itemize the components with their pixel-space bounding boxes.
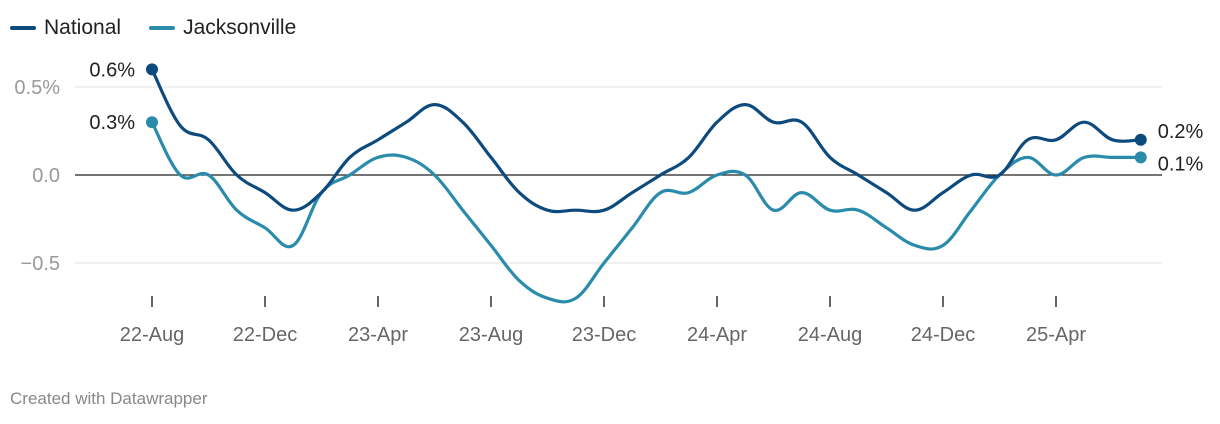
start-label-national: 0.6%: [89, 59, 135, 81]
series-line-jacksonville: [150, 120, 1143, 304]
legend-swatch-jacksonville: [149, 26, 176, 30]
series-line-national: [150, 67, 1143, 214]
start-label-jacksonville: 0.3%: [89, 112, 135, 134]
y-tick-label: −0.5: [21, 253, 60, 275]
y-tick-label: 0.5%: [14, 77, 60, 99]
end-label-national: 0.2%: [1158, 121, 1204, 143]
end-label-jacksonville: 0.1%: [1158, 153, 1204, 175]
legend: National Jacksonville: [10, 16, 296, 40]
x-tick-label: 24-Apr: [687, 324, 747, 346]
x-tick-label: 23-Aug: [459, 324, 524, 346]
x-tick-label: 24-Aug: [798, 324, 863, 346]
x-tick-label: 23-Dec: [572, 324, 636, 346]
legend-item-jacksonville: Jacksonville: [149, 16, 296, 40]
x-tick-label: 25-Apr: [1026, 324, 1086, 346]
legend-item-national: National: [10, 16, 121, 40]
start-dot-jacksonville: [146, 116, 158, 129]
legend-label-jacksonville: Jacksonville: [183, 16, 297, 39]
x-tick-label: 22-Aug: [120, 324, 185, 346]
x-tick-label: 24-Dec: [911, 324, 975, 346]
legend-swatch-national: [10, 26, 36, 30]
end-dot-jacksonville: [1134, 151, 1147, 164]
x-tick-label: 22-Dec: [233, 324, 297, 346]
footer-credit: Created with Datawrapper: [10, 389, 208, 408]
legend-label-national: National: [44, 16, 122, 39]
end-dot-national: [1134, 133, 1147, 146]
x-tick-label: 23-Apr: [348, 324, 408, 346]
start-dot-national: [146, 63, 158, 76]
y-tick-label: 0.0: [32, 165, 60, 187]
